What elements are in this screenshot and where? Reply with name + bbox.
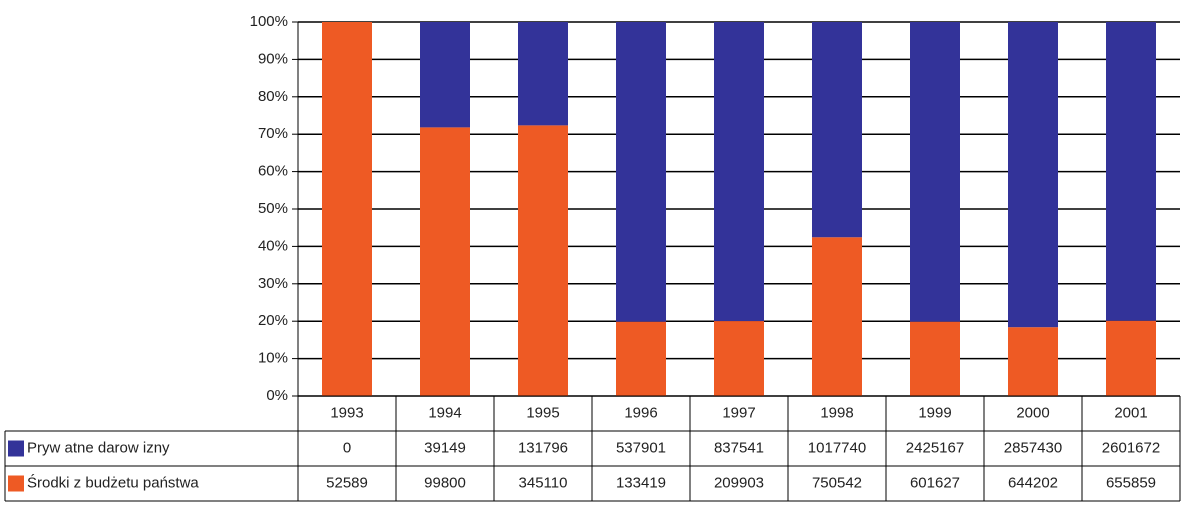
bar-segment: [420, 22, 470, 128]
y-tick-label: 80%: [258, 88, 288, 105]
table-value: 345110: [519, 474, 568, 491]
y-tick-label: 60%: [258, 163, 288, 180]
bar-segment: [812, 237, 862, 396]
y-tick-label: 70%: [258, 125, 288, 142]
bar-segment: [1106, 22, 1156, 321]
category-label: 1993: [330, 404, 363, 421]
table-value: 2425167: [906, 439, 964, 456]
bar-segment: [714, 321, 764, 396]
category-label: 1995: [526, 404, 559, 421]
y-tick-label: 0%: [266, 387, 288, 404]
bar-segment: [518, 125, 568, 397]
category-label: 1999: [918, 404, 951, 421]
category-label: 1997: [722, 404, 755, 421]
y-tick-label: 20%: [258, 312, 288, 329]
table-value: 1017740: [808, 439, 866, 456]
y-tick-label: 90%: [258, 50, 288, 67]
category-label: 1996: [624, 404, 657, 421]
table-value: 837541: [714, 439, 764, 456]
table-value: 209903: [714, 474, 764, 491]
category-label: 1994: [428, 404, 461, 421]
category-label: 2001: [1114, 404, 1147, 421]
category-label: 1998: [820, 404, 853, 421]
bar-segment: [1106, 320, 1156, 396]
bar-segment: [420, 127, 470, 397]
y-tick-label: 10%: [258, 350, 288, 367]
table-value: 0: [343, 439, 351, 456]
bar-segment: [812, 22, 862, 238]
bar-segment: [714, 22, 764, 322]
table-value: 131796: [518, 439, 568, 456]
y-tick-label: 100%: [250, 13, 288, 30]
table-value: 52589: [326, 474, 368, 491]
table-value: 2857430: [1004, 439, 1062, 456]
table-value: 99800: [424, 474, 466, 491]
bar-segment: [1008, 22, 1058, 328]
bar-segment: [616, 22, 666, 322]
y-tick-label: 40%: [258, 237, 288, 254]
table-value: 601627: [910, 474, 960, 491]
legend-swatch: [8, 440, 24, 457]
table-value: 750542: [812, 474, 862, 491]
table-value: 2601672: [1102, 439, 1160, 456]
legend-label: Środki z budżetu państwa: [27, 473, 199, 491]
legend-swatch: [8, 475, 24, 492]
table-value: 133419: [616, 474, 666, 491]
table-value: 537901: [616, 439, 666, 456]
bar-segment: [910, 22, 960, 322]
table-value: 655859: [1106, 474, 1156, 491]
y-tick-label: 30%: [258, 275, 288, 292]
table-value: 39149: [424, 439, 466, 456]
category-label: 2000: [1016, 404, 1049, 421]
bar-segment: [1008, 327, 1058, 396]
bar-segment: [322, 22, 372, 396]
y-tick-label: 50%: [258, 200, 288, 217]
bar-segment: [518, 22, 568, 126]
table-value: 644202: [1008, 474, 1058, 491]
bar-segment: [616, 321, 666, 396]
bar-segment: [910, 321, 960, 396]
legend-label: Pryw atne darow izny: [27, 439, 170, 456]
